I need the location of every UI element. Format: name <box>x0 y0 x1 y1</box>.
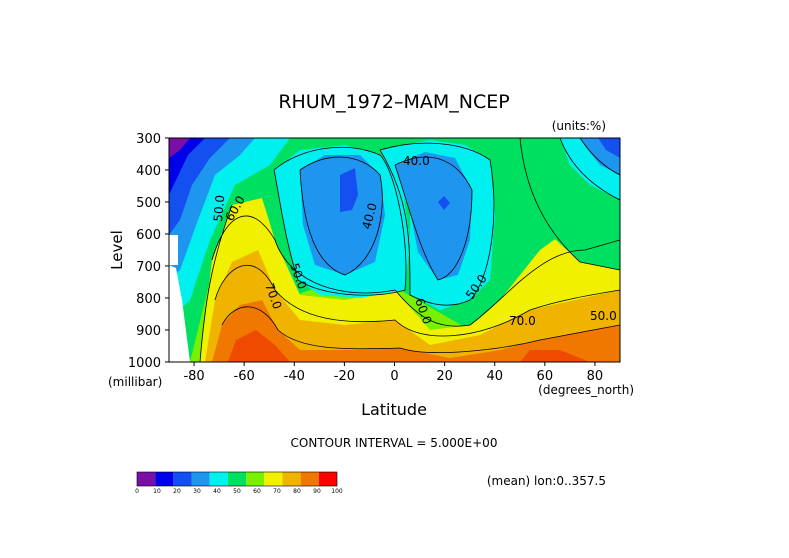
colorbar-swatch <box>227 472 247 486</box>
purple-corner <box>169 138 190 158</box>
colorbar-tick-label: 90 <box>313 488 321 495</box>
x-axis: -80 -60 -40 -20 0 20 40 60 80 <box>183 362 603 384</box>
colorbar-tick-label: 30 <box>193 488 201 495</box>
colorbar-swatch <box>246 472 265 486</box>
units-note: (units:%) <box>552 119 606 133</box>
deep-blue-left <box>340 168 358 212</box>
y-tick-label: 600 <box>136 228 161 243</box>
x-tick-label: -40 <box>284 369 305 384</box>
darkblue-upper-left <box>169 138 205 195</box>
x-tick-label: 0 <box>390 369 398 384</box>
x-tick-label: 20 <box>436 369 453 384</box>
colorbar-swatch <box>191 472 210 486</box>
colorbar-tick-label: 70 <box>273 488 281 495</box>
x-tick-label: -80 <box>183 369 204 384</box>
y-tick-label: 900 <box>136 324 161 339</box>
y-axis-label: Level <box>108 230 126 270</box>
mean-note: (mean) lon:0..357.5 <box>487 474 606 488</box>
colorbar: 0 10 20 30 40 50 60 70 80 90 100 <box>135 471 343 495</box>
colorbar-tick-label: 40 <box>213 488 221 495</box>
contour-field <box>169 138 620 362</box>
darkorange-band <box>212 300 620 362</box>
colorbar-swatch <box>264 472 283 486</box>
y-unit-label: (millibar) <box>108 375 162 389</box>
colorbar-tick-label: 0 <box>135 488 139 495</box>
y-tick-label: 1000 <box>128 356 161 371</box>
colorbar-swatch <box>282 472 301 486</box>
y-tick-label: 700 <box>136 260 161 275</box>
blue-band-left <box>300 155 385 275</box>
contour-lines <box>199 138 620 362</box>
colorbar-tick-label: 100 <box>331 488 343 495</box>
colorbar-frame <box>136 471 338 487</box>
colorbar-tick-label: 50 <box>233 488 241 495</box>
x-tick-label: 60 <box>537 369 554 384</box>
colorbar-swatch <box>318 472 337 486</box>
orange-band <box>205 250 620 362</box>
contour-interval-text: CONTOUR INTERVAL = 5.000E+00 <box>291 436 498 450</box>
x-unit-label: (degrees_north) <box>538 383 634 397</box>
contour-label: 50.0 <box>211 194 227 222</box>
colorbar-tick-label: 80 <box>293 488 301 495</box>
y-tick-label: 400 <box>136 164 161 179</box>
x-tick-label: -60 <box>234 369 255 384</box>
x-tick-label: 80 <box>587 369 604 384</box>
colorbar-swatch <box>137 472 156 486</box>
blue-band-right <box>395 152 472 280</box>
deep-blue-right <box>438 196 450 210</box>
chart-title: RHUM_1972–MAM_NCEP <box>278 91 509 113</box>
redorange-band <box>228 330 590 362</box>
contour-label: 40.0 <box>403 154 430 168</box>
colorbar-swatch <box>155 472 174 486</box>
y-axis: 300 400 500 600 700 800 900 1000 <box>128 132 169 371</box>
colorbar-swatch <box>300 472 319 486</box>
colorbar-swatch <box>209 472 228 486</box>
navy-upper-right <box>598 138 620 158</box>
x-tick-label: -20 <box>334 369 355 384</box>
contour-label: 50.0 <box>590 309 617 323</box>
colorbar-tick-label: 10 <box>153 488 161 495</box>
colorbar-tick-label: 60 <box>253 488 261 495</box>
y-tick-label: 500 <box>136 196 161 211</box>
contour-label: 40.0 <box>359 201 379 230</box>
contour-label: 70.0 <box>509 314 536 328</box>
y-tick-label: 800 <box>136 292 161 307</box>
x-tick-label: 40 <box>486 369 503 384</box>
colorbar-tick-label: 20 <box>173 488 181 495</box>
x-axis-label: Latitude <box>361 400 427 419</box>
colorbar-swatch <box>173 472 192 486</box>
y-tick-label: 300 <box>136 132 161 147</box>
contour-labels-layer: 40.0 40.0 50.0 50.0 60.0 60.0 50.0 70.0 … <box>211 154 617 328</box>
missing-data-antarctica <box>169 235 190 362</box>
